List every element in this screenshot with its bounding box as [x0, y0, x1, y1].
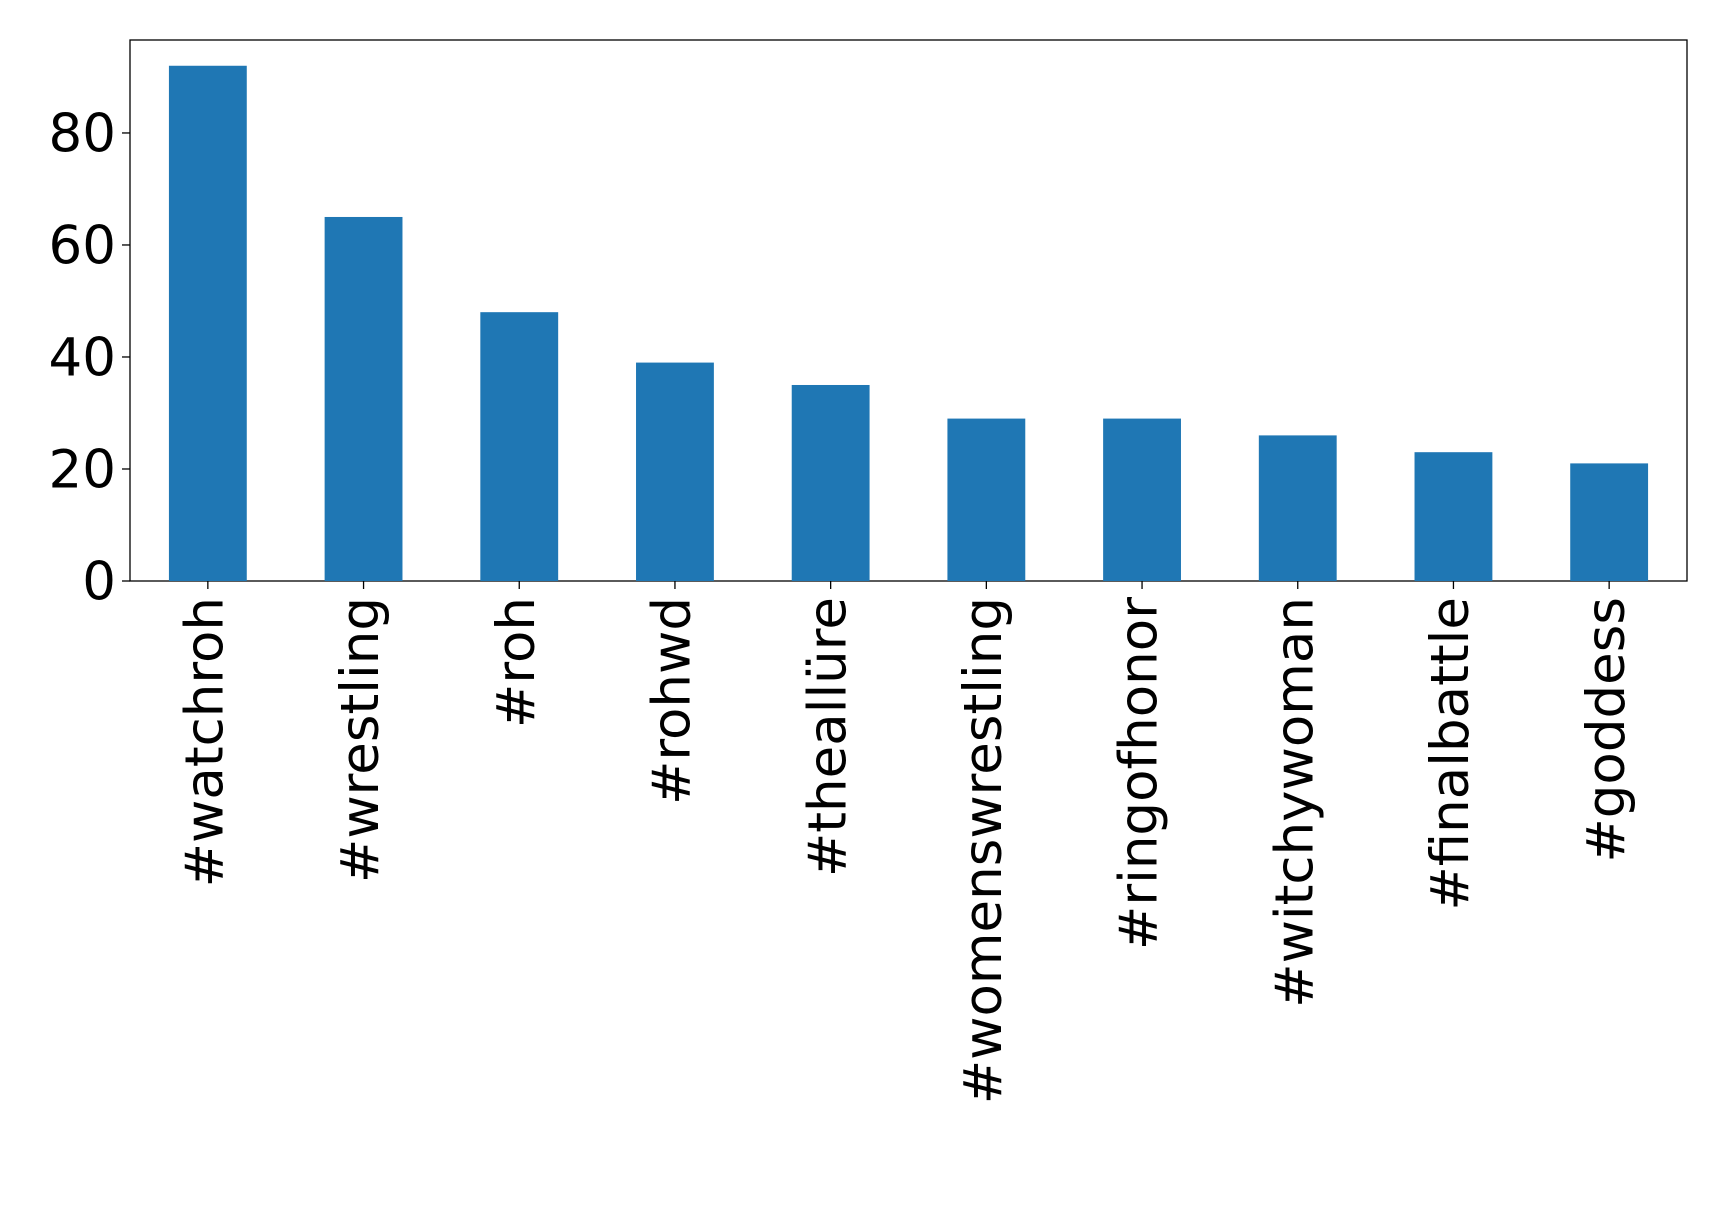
x-tick-label: #watchroh [174, 597, 235, 887]
y-tick-label: 40 [49, 328, 116, 389]
bar [1103, 418, 1181, 581]
bar [324, 216, 403, 581]
bar [168, 65, 247, 581]
bar [947, 418, 1026, 581]
bar [1570, 463, 1649, 581]
x-tick-label: #witchywoman [1264, 597, 1325, 1008]
x-tick-label: #wrestling [330, 597, 391, 883]
x-tick-label: #rohwd [642, 597, 703, 805]
bar [791, 384, 870, 581]
bar [1414, 452, 1493, 581]
x-tick-label: #finalbattle [1420, 597, 1481, 911]
y-tick-label: 20 [49, 440, 116, 501]
plot-frame [129, 39, 1688, 582]
y-tick-label: 0 [82, 552, 116, 613]
x-tick-label: #goddess [1576, 597, 1637, 863]
y-tick-label: 60 [49, 216, 116, 277]
bar [636, 362, 714, 581]
bar [480, 312, 559, 581]
x-tick-label: #ringofhonor [1109, 597, 1170, 950]
x-tick-label: #theallüre [797, 597, 858, 877]
y-tick-label: 80 [49, 104, 116, 165]
x-tick-label: #roh [486, 597, 547, 728]
x-tick-label: #womenswrestling [953, 597, 1014, 1104]
bar [1258, 435, 1337, 581]
